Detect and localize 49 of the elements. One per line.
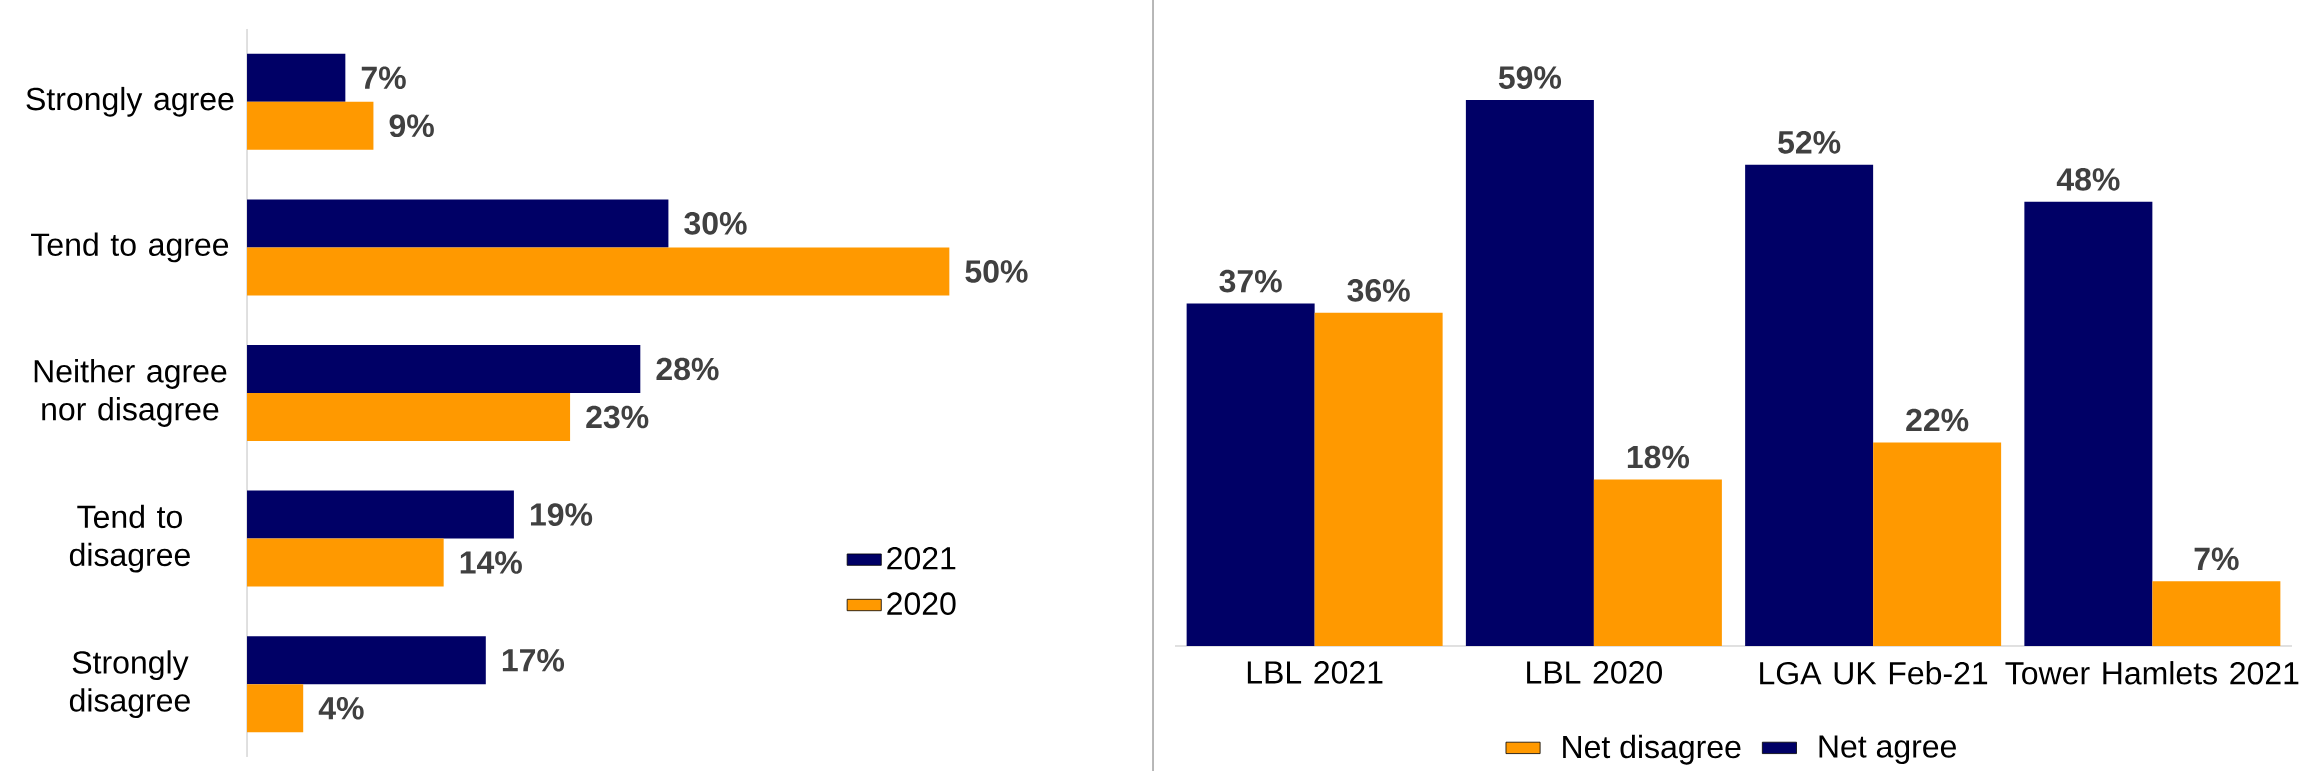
data-label: 19% bbox=[530, 503, 593, 526]
legend-label: Net agree bbox=[1819, 735, 1956, 765]
bar bbox=[1745, 164, 1874, 646]
data-label: 37% bbox=[1219, 269, 1282, 293]
data-label: 7% bbox=[361, 66, 406, 90]
data-label: 14% bbox=[460, 551, 522, 574]
bar bbox=[247, 199, 669, 248]
data-label: 30% bbox=[684, 212, 747, 235]
legend-label: 2020 bbox=[887, 592, 956, 615]
x-tick-label: LBL 2021 bbox=[1247, 661, 1383, 684]
bar bbox=[247, 101, 374, 150]
bar bbox=[1465, 99, 1594, 646]
data-label: 28% bbox=[656, 357, 719, 381]
y-tick-label: Neither agree nor disagree bbox=[34, 359, 227, 427]
bar bbox=[1186, 303, 1315, 646]
data-label: 9% bbox=[389, 114, 434, 138]
bar bbox=[247, 636, 486, 685]
data-label: 7% bbox=[2194, 547, 2239, 571]
data-label: 48% bbox=[2056, 168, 2120, 191]
data-label: 59% bbox=[1498, 66, 1562, 89]
bar bbox=[247, 53, 346, 102]
data-label: 18% bbox=[1627, 445, 1690, 469]
bar bbox=[247, 490, 514, 539]
data-label: 23% bbox=[586, 405, 649, 429]
y-tick-label: Strongly agree bbox=[26, 86, 234, 117]
bar bbox=[1314, 312, 1443, 646]
bar bbox=[247, 684, 304, 733]
bar bbox=[247, 247, 950, 296]
y-tick-label: Tend to agree bbox=[31, 232, 229, 263]
data-label: 4% bbox=[318, 696, 364, 720]
bar bbox=[2024, 201, 2153, 646]
x-tick-label: LBL 2020 bbox=[1527, 661, 1662, 684]
bar bbox=[1593, 479, 1722, 646]
data-label: 52% bbox=[1778, 131, 1841, 154]
data-label: 36% bbox=[1347, 279, 1410, 302]
bar bbox=[2152, 581, 2281, 646]
bar bbox=[247, 392, 571, 441]
bar bbox=[1873, 442, 2002, 646]
bar bbox=[247, 344, 641, 393]
y-tick-label: Tend to disagree bbox=[69, 504, 190, 573]
x-tick-label: Tower Hamlets 2021 bbox=[2005, 661, 2299, 685]
x-tick-label: LGA UK Feb-21 bbox=[1760, 661, 1988, 685]
legend-label: 2021 bbox=[887, 546, 956, 570]
data-label: 17% bbox=[502, 648, 565, 672]
y-tick-label: Strongly disagree bbox=[69, 650, 190, 719]
bar bbox=[247, 538, 444, 587]
data-label: 50% bbox=[965, 260, 1028, 283]
data-label: 22% bbox=[1906, 408, 1969, 432]
legend-label: Net disagree bbox=[1563, 734, 1741, 765]
